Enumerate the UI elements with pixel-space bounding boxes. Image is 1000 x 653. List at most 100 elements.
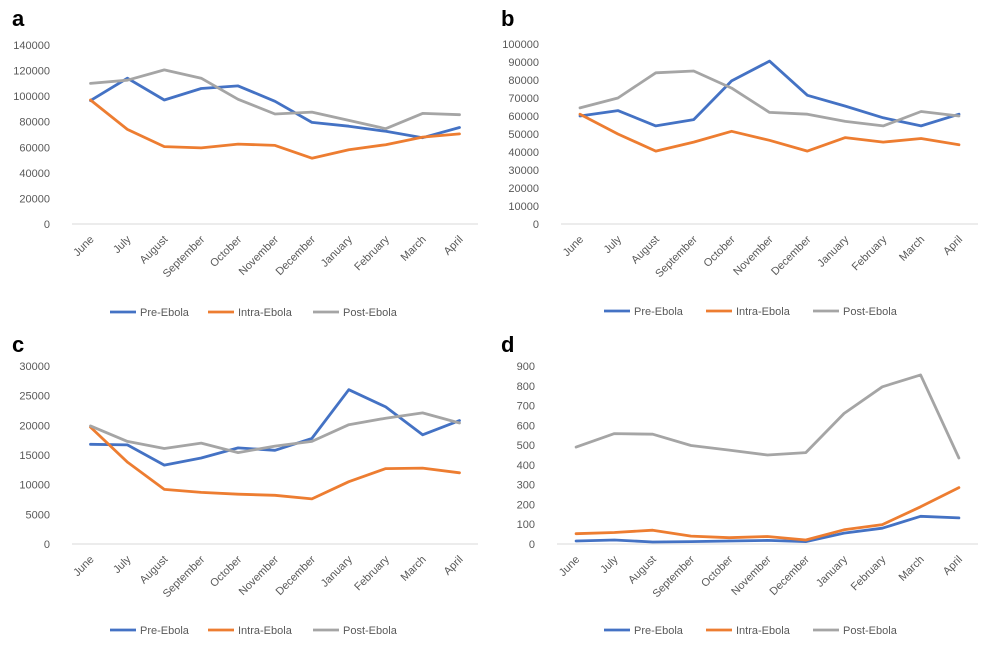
x-tick-label: October [208, 553, 244, 589]
x-tick-label: March [399, 554, 429, 584]
x-tick-label: April [442, 234, 466, 258]
y-tick-label: 0 [533, 219, 539, 231]
x-tick-label: January [815, 233, 852, 270]
y-tick-label: 50000 [508, 129, 539, 141]
y-tick-label: 5000 [26, 509, 50, 521]
x-tick-label: December [274, 553, 319, 598]
panel-c: c 0 5000 10000 15000 20000 25000 30000 June July A… [0, 326, 500, 652]
panel-d: d 0 100 200 300 400 500 600 700 800 900 June July Aug… [500, 326, 1000, 652]
series-line-post-ebola [89, 411, 461, 454]
series-line-post-ebola [574, 373, 961, 460]
series-line-intra-ebola [89, 98, 461, 160]
x-tick-label: December [769, 233, 814, 278]
legend-item: Post-Ebola [813, 625, 898, 637]
series-line-intra-ebola [578, 112, 961, 153]
y-tick-label: 300 [517, 480, 535, 492]
y-tick-label: 500 [517, 440, 535, 452]
series-line-pre-ebola [89, 76, 461, 140]
y-tick-label: 10000 [508, 201, 539, 213]
x-tick-label: March [897, 554, 927, 584]
y-tick-label: 800 [517, 381, 535, 393]
legend-item: Post-Ebola [313, 307, 398, 319]
panel-label: a [12, 6, 25, 31]
legend-label: Intra-Ebola [736, 306, 791, 318]
legend-label: Intra-Ebola [238, 307, 293, 319]
x-tick-label: April [941, 554, 965, 578]
x-tick-label: February [352, 553, 392, 593]
x-tick-label: July [598, 553, 621, 576]
legend-label: Pre-Ebola [140, 625, 190, 637]
x-tick-label: September [653, 233, 700, 280]
legend-label: Intra-Ebola [736, 625, 791, 637]
y-tick-label: 60000 [19, 142, 50, 154]
panel-a: a 0 20000 40000 60000 80000 100000 120000 140000… [0, 0, 500, 326]
y-tick-label: 80000 [508, 75, 539, 87]
y-tick-label: 0 [529, 539, 535, 551]
panel-b: b 0 10000 20000 30000 40000 50000 60000 70000 800… [500, 0, 1000, 326]
series-line-intra-ebola [574, 486, 961, 542]
legend-label: Post-Ebola [843, 625, 898, 637]
x-tick-label: October [702, 233, 738, 269]
x-tick-label: August [629, 234, 662, 267]
x-tick-label: December [274, 233, 319, 278]
y-tick-label: 0 [44, 219, 50, 231]
y-tick-label: 100000 [13, 91, 50, 103]
y-tick-label: 400 [517, 460, 535, 472]
x-tick-label: November [731, 233, 776, 278]
x-tick-label: January [319, 233, 356, 270]
y-tick-label: 700 [517, 401, 535, 413]
y-tick-label: 140000 [13, 40, 50, 52]
x-tick-label: October [208, 233, 244, 269]
legend-label: Pre-Ebola [634, 306, 684, 318]
y-tick-label: 60000 [508, 111, 539, 123]
panel-label: b [501, 6, 514, 31]
x-tick-label: June [561, 234, 586, 259]
x-tick-label: August [138, 554, 171, 587]
x-tick-label: July [602, 233, 625, 256]
x-tick-label: September [651, 553, 698, 600]
legend-label: Post-Ebola [843, 306, 898, 318]
y-tick-label: 20000 [19, 420, 50, 432]
y-tick-label: 90000 [508, 57, 539, 69]
y-tick-label: 70000 [508, 93, 539, 105]
series-line-pre-ebola [578, 59, 961, 128]
x-tick-label: March [897, 234, 927, 264]
y-tick-label: 20000 [19, 193, 50, 205]
x-tick-label: June [71, 554, 96, 579]
series-line-intra-ebola [89, 425, 461, 501]
x-tick-label: March [399, 234, 429, 264]
chart-d: d 0 100 200 300 400 500 600 700 800 900 June July Aug… [501, 332, 978, 637]
x-tick-label: June [71, 234, 96, 259]
legend-item: Intra-Ebola [706, 625, 791, 637]
series-line-pre-ebola [89, 388, 461, 467]
x-tick-label: April [941, 234, 965, 258]
legend-item: Pre-Ebola [604, 306, 684, 318]
legend-item: Pre-Ebola [110, 307, 190, 319]
y-tick-label: 600 [517, 420, 535, 432]
y-tick-label: 100000 [502, 39, 539, 51]
x-tick-label: January [319, 553, 356, 590]
chart-b: b 0 10000 20000 30000 40000 50000 60000 70000 800… [501, 6, 978, 318]
x-tick-label: July [111, 553, 134, 576]
series-line-post-ebola [578, 69, 961, 128]
legend-label: Post-Ebola [343, 307, 398, 319]
x-tick-label: October [699, 553, 735, 589]
y-tick-label: 15000 [19, 450, 50, 462]
panel-label: c [12, 332, 24, 357]
x-tick-label: August [626, 554, 659, 587]
y-tick-label: 120000 [13, 66, 50, 78]
legend-item: Post-Ebola [313, 625, 398, 637]
series-line-post-ebola [89, 68, 461, 131]
x-tick-label: February [850, 233, 890, 273]
y-tick-label: 20000 [508, 183, 539, 195]
legend-item: Intra-Ebola [706, 306, 791, 318]
legend-item: Pre-Ebola [110, 625, 190, 637]
y-tick-label: 40000 [19, 168, 50, 180]
x-tick-label: November [729, 553, 774, 598]
x-tick-label: December [768, 553, 813, 598]
chart-a: a 0 20000 40000 60000 80000 100000 120000 140000… [12, 6, 478, 319]
y-tick-label: 80000 [19, 117, 50, 129]
legend-item: Intra-Ebola [208, 307, 293, 319]
x-tick-label: February [352, 233, 392, 273]
